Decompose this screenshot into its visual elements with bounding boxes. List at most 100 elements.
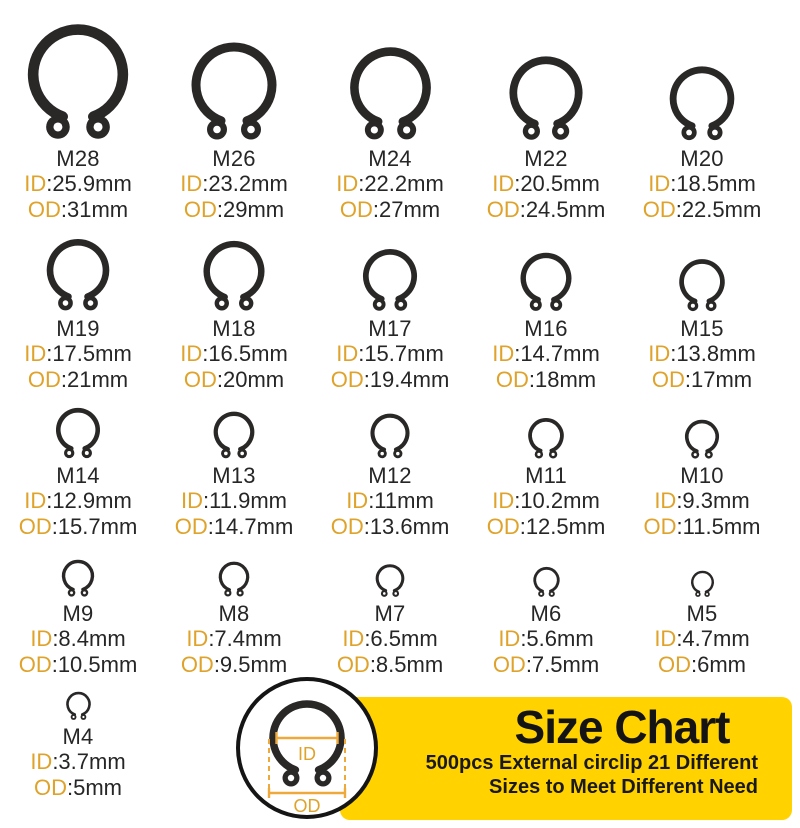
inner-diameter-value: ID:15.7mm — [336, 341, 444, 366]
banner-subtitle-line2: Sizes to Meet Different Need — [489, 775, 758, 798]
inner-diameter-value: ID:3.7mm — [30, 749, 126, 774]
od-prefix: OD — [486, 514, 520, 539]
id-prefix: ID — [30, 626, 53, 651]
outer-diameter-value: OD:29mm — [183, 197, 285, 222]
inner-diameter-value: ID:13.8mm — [648, 341, 756, 366]
od-measure-line — [267, 788, 347, 798]
inner-diameter-value: ID:18.5mm — [648, 171, 756, 196]
id-prefix: ID — [336, 171, 359, 196]
od-prefix: OD — [174, 514, 208, 539]
circlip-grid: M28 ID:25.9mm OD:31mm M26 ID:23.2mm OD:29mm M2… — [0, 0, 780, 800]
outer-diameter-value: OD:17mm — [651, 367, 753, 392]
circlip-item: M11 ID:10.2mm OD:12.5mm — [468, 395, 624, 545]
circlip-item: M22 ID:20.5mm OD:24.5mm — [468, 0, 624, 226]
circlip-icon — [65, 691, 91, 720]
outer-diameter-value: OD:5mm — [34, 775, 122, 800]
od-prefix: OD — [180, 652, 214, 677]
id-prefix: ID — [492, 171, 515, 196]
inner-diameter-value: ID:14.7mm — [492, 341, 600, 366]
circlip-item: M28 ID:25.9mm OD:31mm — [0, 0, 156, 226]
size-chart-banner: Size Chart 500pcs External circlip 21 Di… — [340, 697, 792, 820]
circlip-item: M26 ID:23.2mm OD:29mm — [156, 0, 312, 226]
outer-diameter-value: OD:7.5mm — [492, 652, 600, 677]
outer-diameter-value: OD:18mm — [495, 367, 597, 392]
circlip-icon — [203, 240, 265, 311]
outer-diameter-value: OD:12.5mm — [486, 514, 606, 539]
circlip-icon — [520, 252, 572, 311]
outer-diameter-value: OD:11.5mm — [643, 514, 761, 539]
inner-diameter-value: ID:23.2mm — [180, 171, 288, 196]
circlip-icon — [685, 419, 719, 459]
inner-diameter-value: ID:8.4mm — [30, 626, 126, 651]
circlip-icon — [27, 24, 129, 139]
circlip-size-name: M14 — [56, 463, 100, 488]
id-prefix: ID — [186, 626, 209, 651]
circlip-item: M20 ID:18.5mm OD:22.5mm — [624, 0, 780, 226]
circlip-item: M5 ID:4.7mm OD:6mm — [624, 545, 780, 680]
circlip-icon — [669, 66, 735, 141]
inner-diameter-value: ID:4.7mm — [654, 626, 750, 651]
id-prefix: ID — [30, 749, 53, 774]
id-prefix: ID — [654, 626, 677, 651]
id-prefix: ID — [346, 488, 369, 513]
circlip-size-name: M18 — [212, 316, 256, 341]
circlip-item: M24 ID:22.2mm OD:27mm — [312, 0, 468, 226]
circlip-icon — [362, 249, 418, 311]
circlip-size-name: M13 — [212, 463, 256, 488]
circlip-size-name: M16 — [524, 316, 568, 341]
od-prefix: OD — [18, 652, 52, 677]
od-prefix: OD — [27, 197, 61, 222]
circlip-icon — [349, 47, 431, 140]
inner-diameter-value: ID:16.5mm — [180, 341, 288, 366]
circlip-item: M13 ID:11.9mm OD:14.7mm — [156, 395, 312, 545]
id-measure-line — [275, 732, 339, 744]
od-prefix: OD — [492, 652, 526, 677]
inner-diameter-value: ID:25.9mm — [24, 171, 132, 196]
id-prefix: ID — [181, 488, 204, 513]
circlip-item: M9 ID:8.4mm OD:10.5mm — [0, 545, 156, 680]
circlip-icon — [56, 407, 100, 459]
circlip-item: M17 ID:15.7mm OD:19.4mm — [312, 226, 468, 395]
od-extension-lines — [268, 739, 346, 793]
circlip-measurement-diagram-icon: ID OD — [267, 700, 347, 815]
circlip-item: M6 ID:5.6mm OD:7.5mm — [468, 545, 624, 680]
od-prefix: OD — [183, 367, 217, 392]
circlip-size-name: M7 — [374, 601, 406, 626]
inner-diameter-value: ID:20.5mm — [492, 171, 600, 196]
circlip-item: M16 ID:14.7mm OD:18mm — [468, 226, 624, 395]
circlip-item: M10 ID:9.3mm OD:11.5mm — [624, 395, 780, 545]
outer-diameter-value: OD:20mm — [183, 367, 285, 392]
outer-diameter-value: OD:19.4mm — [330, 367, 450, 392]
id-prefix: ID — [24, 488, 47, 513]
outer-diameter-value: OD:14.7mm — [174, 514, 294, 539]
inner-diameter-value: ID:11mm — [346, 488, 434, 513]
od-prefix: OD — [330, 514, 364, 539]
od-prefix: OD — [658, 652, 691, 677]
outer-diameter-value: OD:10.5mm — [18, 652, 138, 677]
od-prefix: OD — [495, 367, 529, 392]
inner-diameter-value: ID:22.2mm — [336, 171, 444, 196]
circlip-item: M7 ID:6.5mm OD:8.5mm — [312, 545, 468, 680]
od-prefix: OD — [651, 367, 685, 392]
circlip-icon — [532, 567, 560, 597]
circlip-size-name: M11 — [525, 463, 567, 488]
circlip-size-name: M22 — [524, 146, 568, 171]
inner-diameter-value: ID:6.5mm — [342, 626, 438, 651]
diagram-circle: ID OD — [236, 677, 378, 819]
circlip-item: M19 ID:17.5mm OD:21mm — [0, 226, 156, 395]
outer-diameter-value: OD:9.5mm — [180, 652, 288, 677]
circlip-ring-shape — [269, 700, 345, 774]
outer-diameter-value: OD:6mm — [658, 652, 746, 677]
circlip-icon — [509, 56, 583, 140]
outer-diameter-value: OD:27mm — [339, 197, 441, 222]
id-prefix: ID — [24, 171, 47, 196]
id-prefix: ID — [24, 341, 47, 366]
id-prefix: ID — [498, 626, 521, 651]
od-prefix: OD — [183, 197, 217, 222]
circlip-size-name: M12 — [368, 463, 412, 488]
outer-diameter-value: OD:24.5mm — [486, 197, 606, 222]
id-prefix: ID — [342, 626, 365, 651]
circlip-size-name: M4 — [62, 724, 94, 749]
inner-diameter-value: ID:17.5mm — [24, 341, 132, 366]
circlip-icon — [528, 418, 564, 459]
